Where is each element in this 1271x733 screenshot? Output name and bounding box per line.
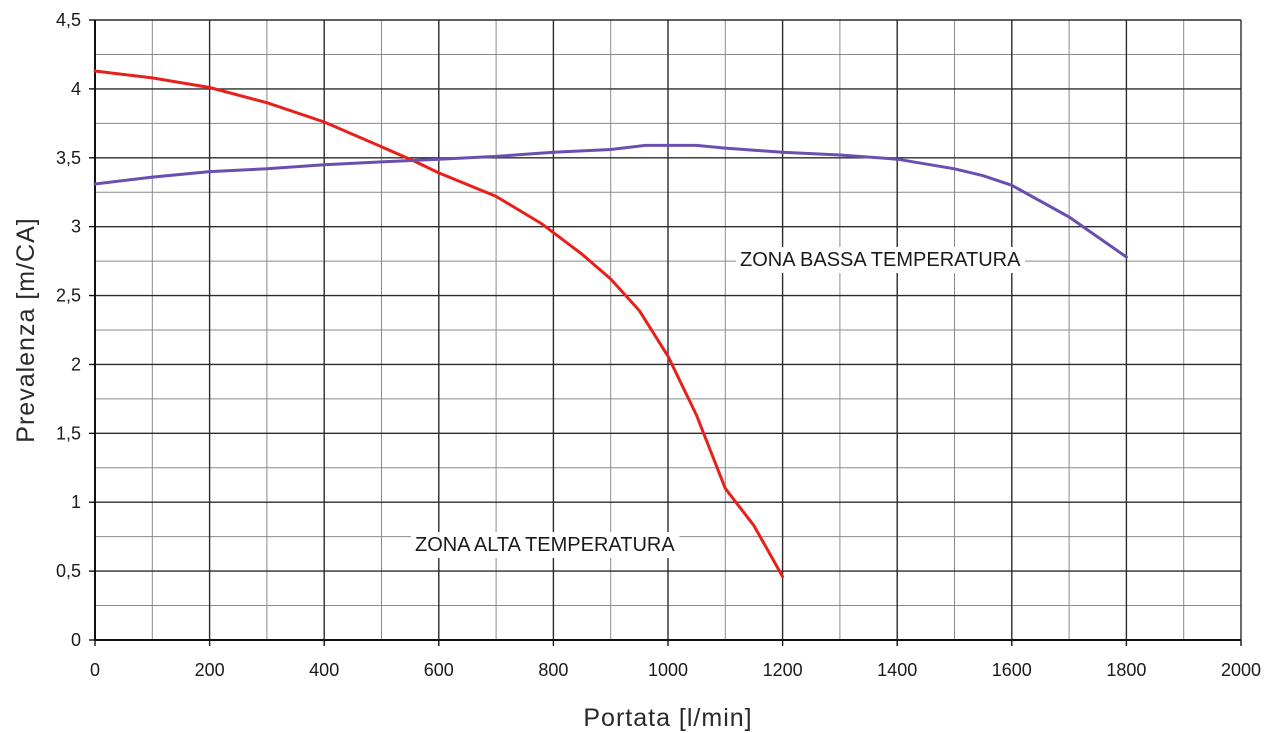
y-tick-label: 3: [71, 217, 81, 237]
series-lines: [93, 69, 1128, 579]
x-tick-label: 1000: [648, 660, 688, 680]
x-tick-label: 1800: [1106, 660, 1146, 680]
annotation-bassa-temperatura: ZONA BASSA TEMPERATURA: [740, 249, 1021, 271]
x-tick-label: 200: [195, 660, 225, 680]
y-tick-label: 0: [71, 630, 81, 650]
annotation-background: [736, 247, 1026, 273]
x-tick-labels: 0 200 400 600 800 1000 1200 1400 1600 1800 2000: [90, 660, 1261, 680]
x-tick-label: 1200: [763, 660, 803, 680]
x-tick-label: 600: [424, 660, 454, 680]
series-annotations: ZONA BASSA TEMPERATURA ZONA ALTA TEMPERAT…: [411, 247, 1026, 558]
y-tick-label: 4: [71, 79, 81, 99]
y-tick-label: 3,5: [56, 148, 81, 168]
annotation-alta-temperatura: ZONA ALTA TEMPERATURA: [415, 534, 675, 556]
y-tick-label: 4,5: [56, 10, 81, 30]
series-line-bassa-temperatura: [93, 143, 1128, 259]
x-tick-label: 400: [309, 660, 339, 680]
annotation-background: [411, 532, 680, 558]
y-tick-label: 2: [71, 354, 81, 374]
y-axis-title: Prevalenza [m/CA]: [12, 217, 40, 442]
y-tick-label: 0,5: [56, 561, 81, 581]
y-tick-label: 2,5: [56, 286, 81, 306]
axes: [89, 19, 1242, 646]
x-tick-label: 1600: [992, 660, 1032, 680]
x-tick-label: 2000: [1221, 660, 1261, 680]
y-tick-label: 1: [71, 492, 81, 512]
x-axis-title: Portata [l/min]: [583, 704, 752, 732]
x-tick-label: 800: [538, 660, 568, 680]
y-tick-labels: 0 0,5 1 1,5 2 2,5 3 3,5 4 4,5: [56, 10, 81, 650]
y-tick-label: 1,5: [56, 423, 81, 443]
series-line-alta-temperatura: [93, 69, 785, 579]
x-tick-label: 1400: [877, 660, 917, 680]
x-tick-label: 0: [90, 660, 100, 680]
